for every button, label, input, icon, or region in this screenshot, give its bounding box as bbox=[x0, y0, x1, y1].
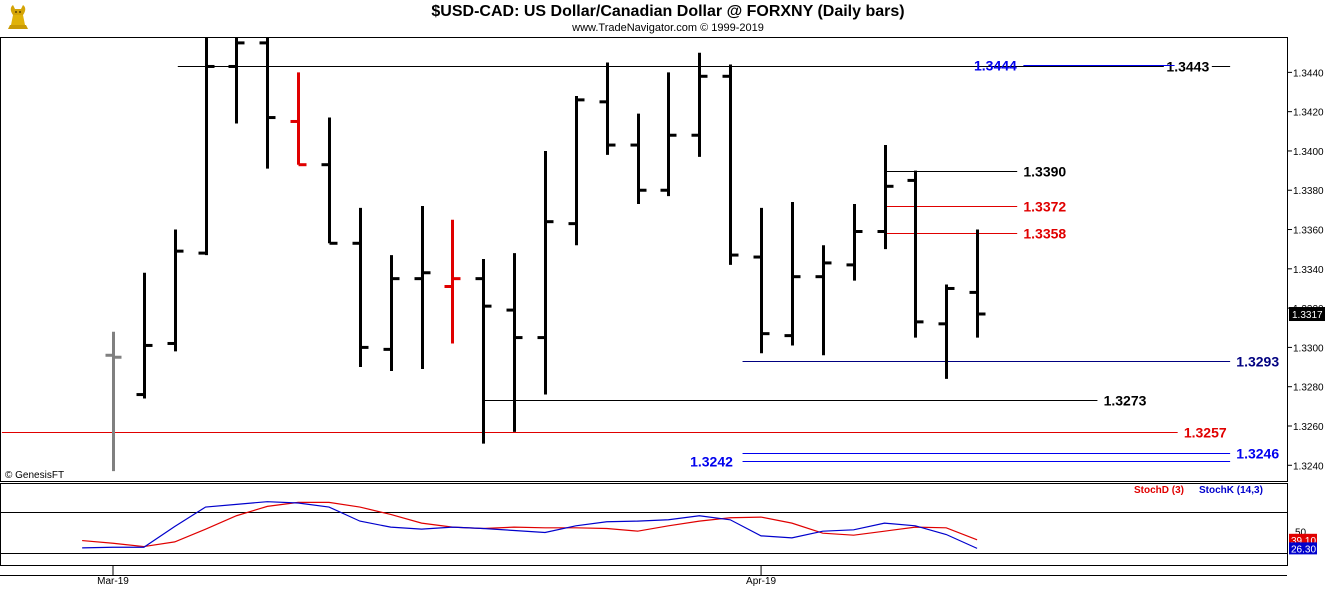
price-y-tick-label: 1.3280 bbox=[1293, 383, 1324, 394]
price-y-tick-label: 1.3380 bbox=[1293, 186, 1324, 197]
ohlc-bar bbox=[784, 202, 801, 346]
level-label: 1.3273 bbox=[1104, 393, 1147, 409]
level-label: 1.3257 bbox=[1184, 425, 1227, 441]
ohlc-bar bbox=[815, 245, 832, 356]
level-label-bg bbox=[1163, 58, 1212, 75]
ohlc-bar bbox=[167, 229, 184, 352]
ohlc-bar bbox=[475, 259, 492, 444]
price-y-tick-label: 1.3300 bbox=[1293, 343, 1324, 354]
level-label: 1.3444 bbox=[974, 58, 1017, 74]
ohlc-bar bbox=[630, 113, 647, 204]
price-panel-frame bbox=[0, 37, 1288, 482]
x-axis-label: Mar-19 bbox=[97, 576, 129, 587]
ohlc-bar bbox=[383, 255, 400, 371]
ohlc-bar bbox=[722, 64, 739, 265]
stoch-legend-entry: StochD (3) bbox=[1134, 485, 1184, 496]
ohlc-bar bbox=[599, 62, 616, 155]
stoch-last-value-label: 26.30 bbox=[1291, 544, 1316, 555]
stoch-panel-frame bbox=[0, 483, 1288, 566]
ohlc-bar bbox=[691, 52, 708, 157]
level-label: 1.3390 bbox=[1023, 164, 1066, 180]
ohlc-bar bbox=[660, 72, 677, 197]
ohlc-bar bbox=[321, 117, 338, 245]
ohlc-bar bbox=[444, 219, 461, 344]
price-y-tick-label: 1.3400 bbox=[1293, 147, 1324, 158]
watermark: © GenesisFT bbox=[5, 470, 64, 481]
ohlc-bar bbox=[290, 72, 307, 167]
stoch-series-line bbox=[82, 501, 978, 549]
ohlc-bar bbox=[537, 150, 554, 395]
x-axis-label: Apr-19 bbox=[746, 576, 776, 587]
ohlc-bar bbox=[969, 229, 986, 338]
level-label: 1.3293 bbox=[1236, 354, 1279, 370]
gold-bull-logo-icon bbox=[4, 3, 32, 33]
stoch-last-value-marker bbox=[1289, 542, 1317, 555]
level-label: 1.3358 bbox=[1023, 226, 1066, 242]
ohlc-bar bbox=[568, 95, 585, 246]
price-y-tick-label: 1.3440 bbox=[1293, 68, 1324, 79]
level-label: 1.3443 bbox=[1166, 59, 1209, 75]
price-y-tick-label: 1.3340 bbox=[1293, 265, 1324, 276]
last-price-marker bbox=[1289, 307, 1325, 322]
stoch-last-value-label: 39.10 bbox=[1291, 536, 1316, 547]
price-y-tick-label: 1.3360 bbox=[1293, 226, 1324, 237]
chart-subtitle: www.TradeNavigator.com © 1999-2019 bbox=[572, 22, 764, 34]
ohlc-bar bbox=[414, 205, 431, 370]
price-y-tick-label: 1.3240 bbox=[1293, 461, 1324, 472]
chart-title: $USD-CAD: US Dollar/Canadian Dollar @ FO… bbox=[431, 3, 905, 20]
ohlc-bar bbox=[877, 145, 894, 250]
price-y-tick-label: 1.3260 bbox=[1293, 422, 1324, 433]
ohlc-bar bbox=[938, 284, 955, 379]
ohlc-bar bbox=[259, 37, 276, 169]
ohlc-bar bbox=[105, 331, 122, 472]
level-label: 1.3242 bbox=[690, 454, 733, 470]
ohlc-bar bbox=[846, 203, 863, 281]
level-label: 1.3246 bbox=[1236, 446, 1279, 462]
ohlc-bar bbox=[228, 37, 245, 124]
ohlc-bar bbox=[753, 207, 770, 354]
stoch-series-line bbox=[82, 501, 978, 548]
ohlc-bar bbox=[198, 37, 215, 256]
chart-header: $USD-CAD: US Dollar/Canadian Dollar @ FO… bbox=[0, 0, 1336, 37]
ohlc-bar bbox=[352, 207, 369, 368]
ohlc-bar bbox=[907, 170, 924, 338]
ohlc-bar bbox=[506, 253, 523, 432]
price-y-tick-label: 1.3420 bbox=[1293, 108, 1324, 119]
ohlc-bar bbox=[136, 272, 153, 399]
stoch-legend-entry: StochK (14,3) bbox=[1199, 485, 1263, 496]
level-label: 1.3372 bbox=[1023, 199, 1066, 215]
last-price-label: 1.3317 bbox=[1292, 310, 1323, 321]
stoch-y-tick-label: 50 bbox=[1295, 528, 1307, 539]
